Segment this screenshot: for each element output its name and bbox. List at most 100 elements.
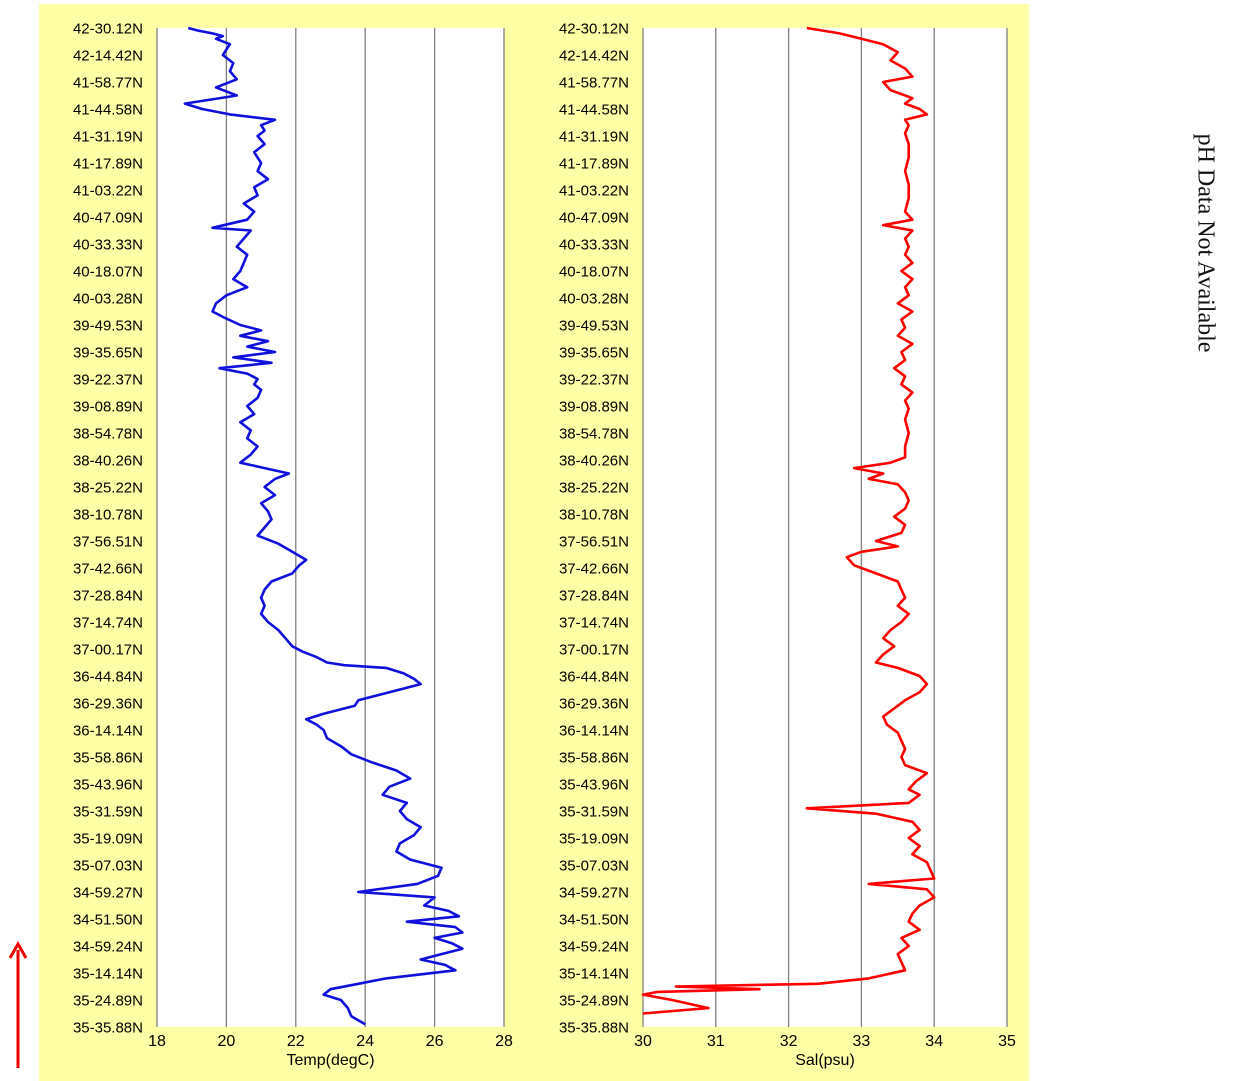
salinity-y-tick-label: 35-35.88N	[559, 1020, 629, 1037]
salinity-y-tick-label: 36-44.84N	[559, 669, 629, 686]
temperature-x-tick-label: 18	[148, 1033, 166, 1050]
temperature-y-tick-label: 34-59.24N	[73, 939, 143, 956]
salinity-y-tick-label: 41-58.77N	[559, 75, 629, 92]
salinity-y-tick-label: 39-08.89N	[559, 399, 629, 416]
salinity-y-tick-label: 37-56.51N	[559, 534, 629, 551]
salinity-y-tick-label: 39-22.37N	[559, 372, 629, 389]
temperature-y-tick-label: 36-29.36N	[73, 696, 143, 713]
salinity-y-tick-label: 38-54.78N	[559, 426, 629, 443]
salinity-plot-area	[643, 28, 1007, 1027]
salinity-x-tick-label: 32	[780, 1033, 798, 1050]
temperature-y-tick-label: 35-14.14N	[73, 966, 143, 983]
salinity-y-tick-label: 40-03.28N	[559, 291, 629, 308]
salinity-y-tick-label: 35-07.03N	[559, 858, 629, 875]
temperature-y-tick-label: 39-22.37N	[73, 372, 143, 389]
salinity-x-tick-label: 31	[707, 1033, 725, 1050]
salinity-y-tick-label: 41-44.58N	[559, 102, 629, 119]
salinity-x-tick-label: 34	[925, 1033, 943, 1050]
salinity-y-tick-label: 36-29.36N	[559, 696, 629, 713]
salinity-y-tick-label: 40-18.07N	[559, 264, 629, 281]
temperature-x-tick-label: 28	[495, 1033, 513, 1050]
temperature-y-tick-label: 35-24.89N	[73, 993, 143, 1010]
temperature-y-tick-label: 40-33.33N	[73, 237, 143, 254]
salinity-y-tick-label: 35-43.96N	[559, 777, 629, 794]
salinity-y-tick-label: 40-47.09N	[559, 210, 629, 227]
temperature-y-tick-label: 38-40.26N	[73, 453, 143, 470]
temperature-y-tick-label: 35-31.59N	[73, 804, 143, 821]
salinity-y-tick-label: 36-14.14N	[559, 723, 629, 740]
ph-note-text: pH Data Not Available	[1192, 133, 1219, 353]
temperature-y-tick-label: 35-07.03N	[73, 858, 143, 875]
temperature-y-tick-label: 34-51.50N	[73, 912, 143, 929]
salinity-y-tick-label: 39-35.65N	[559, 345, 629, 362]
temperature-y-tick-label: 37-42.66N	[73, 561, 143, 578]
salinity-y-tick-label: 34-59.24N	[559, 939, 629, 956]
temperature-plot-area	[157, 28, 504, 1027]
salinity-y-tick-label: 35-14.14N	[559, 966, 629, 983]
temperature-y-tick-label: 42-14.42N	[73, 48, 143, 65]
salinity-x-tick-label: 33	[853, 1033, 871, 1050]
salinity-y-tick-label: 41-31.19N	[559, 129, 629, 146]
up-arrow-icon	[8, 940, 28, 1068]
temperature-series-line	[183, 26, 464, 1026]
salinity-y-tick-label: 38-40.26N	[559, 453, 629, 470]
temperature-y-tick-label: 42-30.12N	[73, 21, 143, 38]
temperature-y-tick-label: 39-35.65N	[73, 345, 143, 362]
salinity-x-axis-label: Sal(psu)	[795, 1052, 855, 1069]
temperature-y-tick-label: 36-14.14N	[73, 723, 143, 740]
salinity-y-tick-label: 35-19.09N	[559, 831, 629, 848]
temperature-y-tick-label: 38-25.22N	[73, 480, 143, 497]
temperature-x-tick-label: 24	[356, 1033, 374, 1050]
salinity-y-tick-label: 41-03.22N	[559, 183, 629, 200]
temperature-y-tick-label: 35-43.96N	[73, 777, 143, 794]
temperature-y-tick-label: 41-17.89N	[73, 156, 143, 173]
salinity-y-tick-label: 42-30.12N	[559, 21, 629, 38]
salinity-y-tick-label: 37-00.17N	[559, 642, 629, 659]
temperature-y-tick-label: 40-18.07N	[73, 264, 143, 281]
temperature-y-tick-label: 40-03.28N	[73, 291, 143, 308]
salinity-y-tick-label: 39-49.53N	[559, 318, 629, 335]
salinity-x-tick-label: 30	[634, 1033, 652, 1050]
salinity-y-tick-label: 35-58.86N	[559, 750, 629, 767]
salinity-y-tick-label: 37-42.66N	[559, 561, 629, 578]
temperature-chart: 18 20 22 24 26 28 42-30.12N 42-14.42N 41-58.77N 4…	[73, 21, 513, 1070]
salinity-y-tick-label: 37-28.84N	[559, 588, 629, 605]
arrow-head	[8, 940, 28, 959]
temperature-y-tick-label: 35-35.88N	[73, 1020, 143, 1037]
salinity-y-tick-label: 35-24.89N	[559, 993, 629, 1010]
temperature-y-tick-label: 41-31.19N	[73, 129, 143, 146]
temperature-y-tick-label: 41-44.58N	[73, 102, 143, 119]
salinity-y-tick-label: 37-14.74N	[559, 615, 629, 632]
temperature-x-tick-label: 20	[218, 1033, 236, 1050]
temperature-y-tick-label: 37-56.51N	[73, 534, 143, 551]
temperature-y-tick-label: 37-00.17N	[73, 642, 143, 659]
salinity-y-tick-label: 38-25.22N	[559, 480, 629, 497]
temperature-y-tick-label: 38-10.78N	[73, 507, 143, 524]
temperature-y-tick-label: 41-58.77N	[73, 75, 143, 92]
salinity-y-tick-label: 42-14.42N	[559, 48, 629, 65]
salinity-chart: 30 31 32 33 34 35 42-30.12N 42-14.42N 41-58.77N 4…	[559, 21, 1016, 1070]
temperature-y-tick-label: 37-28.84N	[73, 588, 143, 605]
salinity-y-tick-label: 40-33.33N	[559, 237, 629, 254]
temperature-y-tick-label: 36-44.84N	[73, 669, 143, 686]
temperature-y-tick-label: 35-19.09N	[73, 831, 143, 848]
temperature-x-axis-label: Temp(degC)	[286, 1052, 374, 1069]
temperature-y-tick-label: 39-49.53N	[73, 318, 143, 335]
salinity-y-tick-label: 38-10.78N	[559, 507, 629, 524]
temperature-y-tick-label: 35-58.86N	[73, 750, 143, 767]
salinity-y-tick-label: 34-59.27N	[559, 885, 629, 902]
temperature-y-tick-label: 38-54.78N	[73, 426, 143, 443]
temperature-y-tick-label: 41-03.22N	[73, 183, 143, 200]
temperature-y-tick-label: 39-08.89N	[73, 399, 143, 416]
salinity-x-tick-label: 35	[998, 1033, 1016, 1050]
salinity-series-line	[641, 26, 936, 1015]
ph-note-label: pH Data Not Available	[1185, 28, 1225, 458]
temperature-y-tick-label: 37-14.74N	[73, 615, 143, 632]
temperature-x-tick-label: 22	[287, 1033, 305, 1050]
temperature-x-tick-label: 26	[426, 1033, 444, 1050]
salinity-y-tick-label: 41-17.89N	[559, 156, 629, 173]
salinity-y-tick-label: 35-31.59N	[559, 804, 629, 821]
salinity-y-tick-label: 34-51.50N	[559, 912, 629, 929]
temperature-y-tick-label: 40-47.09N	[73, 210, 143, 227]
